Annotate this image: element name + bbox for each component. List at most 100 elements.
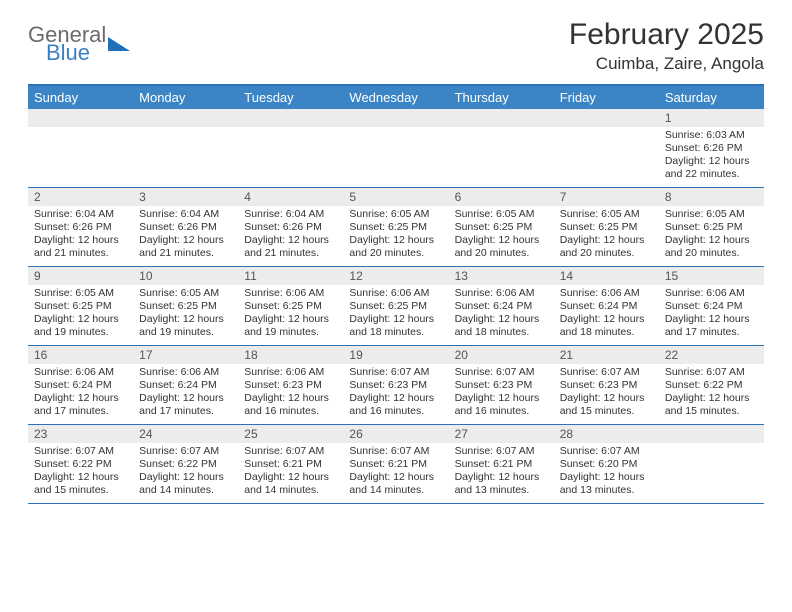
daylight-text: Daylight: 12 hours and 20 minutes. bbox=[349, 234, 442, 260]
day-body: Sunrise: 6:06 AMSunset: 6:25 PMDaylight:… bbox=[343, 285, 448, 344]
sunset-text: Sunset: 6:25 PM bbox=[560, 221, 653, 234]
daylight-text: Daylight: 12 hours and 17 minutes. bbox=[139, 392, 232, 418]
sunset-text: Sunset: 6:24 PM bbox=[665, 300, 758, 313]
day-number bbox=[28, 109, 133, 127]
daylight-text: Daylight: 12 hours and 19 minutes. bbox=[139, 313, 232, 339]
sunrise-text: Sunrise: 6:06 AM bbox=[349, 287, 442, 300]
daylight-text: Daylight: 12 hours and 13 minutes. bbox=[455, 471, 548, 497]
sunset-text: Sunset: 6:21 PM bbox=[349, 458, 442, 471]
sunrise-text: Sunrise: 6:04 AM bbox=[139, 208, 232, 221]
day-body: Sunrise: 6:06 AMSunset: 6:23 PMDaylight:… bbox=[238, 364, 343, 423]
day-body: Sunrise: 6:06 AMSunset: 6:24 PMDaylight:… bbox=[449, 285, 554, 344]
daylight-text: Daylight: 12 hours and 16 minutes. bbox=[455, 392, 548, 418]
sunset-text: Sunset: 6:23 PM bbox=[560, 379, 653, 392]
day-body bbox=[659, 443, 764, 449]
day-cell: 6Sunrise: 6:05 AMSunset: 6:25 PMDaylight… bbox=[449, 188, 554, 266]
day-cell: 13Sunrise: 6:06 AMSunset: 6:24 PMDayligh… bbox=[449, 267, 554, 345]
day-number: 14 bbox=[554, 267, 659, 285]
day-cell: 10Sunrise: 6:05 AMSunset: 6:25 PMDayligh… bbox=[133, 267, 238, 345]
sunrise-text: Sunrise: 6:05 AM bbox=[139, 287, 232, 300]
day-body: Sunrise: 6:05 AMSunset: 6:25 PMDaylight:… bbox=[343, 206, 448, 265]
day-cell: 21Sunrise: 6:07 AMSunset: 6:23 PMDayligh… bbox=[554, 346, 659, 424]
sunset-text: Sunset: 6:25 PM bbox=[455, 221, 548, 234]
day-number: 21 bbox=[554, 346, 659, 364]
day-body bbox=[133, 127, 238, 133]
day-number: 2 bbox=[28, 188, 133, 206]
day-cell: 4Sunrise: 6:04 AMSunset: 6:26 PMDaylight… bbox=[238, 188, 343, 266]
location: Cuimba, Zaire, Angola bbox=[569, 54, 764, 74]
sunrise-text: Sunrise: 6:04 AM bbox=[244, 208, 337, 221]
title-block: February 2025 Cuimba, Zaire, Angola bbox=[569, 18, 764, 74]
sunrise-text: Sunrise: 6:03 AM bbox=[665, 129, 758, 142]
sunset-text: Sunset: 6:22 PM bbox=[34, 458, 127, 471]
sunset-text: Sunset: 6:25 PM bbox=[349, 221, 442, 234]
day-body: Sunrise: 6:07 AMSunset: 6:21 PMDaylight:… bbox=[238, 443, 343, 502]
day-body: Sunrise: 6:05 AMSunset: 6:25 PMDaylight:… bbox=[554, 206, 659, 265]
daylight-text: Daylight: 12 hours and 14 minutes. bbox=[244, 471, 337, 497]
day-body: Sunrise: 6:07 AMSunset: 6:23 PMDaylight:… bbox=[554, 364, 659, 423]
daylight-text: Daylight: 12 hours and 22 minutes. bbox=[665, 155, 758, 181]
week-row: 16Sunrise: 6:06 AMSunset: 6:24 PMDayligh… bbox=[28, 346, 764, 425]
day-body: Sunrise: 6:06 AMSunset: 6:25 PMDaylight:… bbox=[238, 285, 343, 344]
day-cell: 14Sunrise: 6:06 AMSunset: 6:24 PMDayligh… bbox=[554, 267, 659, 345]
sunset-text: Sunset: 6:21 PM bbox=[455, 458, 548, 471]
weekday-fri: Friday bbox=[554, 86, 659, 109]
weekday-tue: Tuesday bbox=[238, 86, 343, 109]
day-cell bbox=[449, 109, 554, 187]
daylight-text: Daylight: 12 hours and 14 minutes. bbox=[139, 471, 232, 497]
sunrise-text: Sunrise: 6:07 AM bbox=[455, 366, 548, 379]
daylight-text: Daylight: 12 hours and 21 minutes. bbox=[34, 234, 127, 260]
sunset-text: Sunset: 6:24 PM bbox=[139, 379, 232, 392]
daylight-text: Daylight: 12 hours and 21 minutes. bbox=[139, 234, 232, 260]
sunset-text: Sunset: 6:23 PM bbox=[244, 379, 337, 392]
sunrise-text: Sunrise: 6:07 AM bbox=[34, 445, 127, 458]
day-body: Sunrise: 6:03 AMSunset: 6:26 PMDaylight:… bbox=[659, 127, 764, 186]
header: General Blue February 2025 Cuimba, Zaire… bbox=[28, 18, 764, 74]
calendar-page: General Blue February 2025 Cuimba, Zaire… bbox=[0, 0, 792, 514]
day-number bbox=[449, 109, 554, 127]
sunrise-text: Sunrise: 6:07 AM bbox=[349, 366, 442, 379]
daylight-text: Daylight: 12 hours and 15 minutes. bbox=[665, 392, 758, 418]
weekday-thu: Thursday bbox=[449, 86, 554, 109]
day-body: Sunrise: 6:05 AMSunset: 6:25 PMDaylight:… bbox=[28, 285, 133, 344]
day-cell bbox=[133, 109, 238, 187]
day-number: 28 bbox=[554, 425, 659, 443]
sunrise-text: Sunrise: 6:05 AM bbox=[349, 208, 442, 221]
day-body bbox=[449, 127, 554, 133]
sunset-text: Sunset: 6:24 PM bbox=[560, 300, 653, 313]
day-cell: 28Sunrise: 6:07 AMSunset: 6:20 PMDayligh… bbox=[554, 425, 659, 503]
day-number: 22 bbox=[659, 346, 764, 364]
day-number: 18 bbox=[238, 346, 343, 364]
day-cell bbox=[659, 425, 764, 503]
day-body: Sunrise: 6:07 AMSunset: 6:21 PMDaylight:… bbox=[449, 443, 554, 502]
sunset-text: Sunset: 6:22 PM bbox=[139, 458, 232, 471]
day-cell: 22Sunrise: 6:07 AMSunset: 6:22 PMDayligh… bbox=[659, 346, 764, 424]
sunset-text: Sunset: 6:26 PM bbox=[34, 221, 127, 234]
week-row: 9Sunrise: 6:05 AMSunset: 6:25 PMDaylight… bbox=[28, 267, 764, 346]
sunset-text: Sunset: 6:26 PM bbox=[244, 221, 337, 234]
day-number: 17 bbox=[133, 346, 238, 364]
day-cell: 19Sunrise: 6:07 AMSunset: 6:23 PMDayligh… bbox=[343, 346, 448, 424]
sunrise-text: Sunrise: 6:07 AM bbox=[244, 445, 337, 458]
day-cell: 15Sunrise: 6:06 AMSunset: 6:24 PMDayligh… bbox=[659, 267, 764, 345]
day-body: Sunrise: 6:07 AMSunset: 6:20 PMDaylight:… bbox=[554, 443, 659, 502]
week-row: 23Sunrise: 6:07 AMSunset: 6:22 PMDayligh… bbox=[28, 425, 764, 504]
day-cell bbox=[28, 109, 133, 187]
day-number bbox=[343, 109, 448, 127]
day-number: 13 bbox=[449, 267, 554, 285]
day-cell: 7Sunrise: 6:05 AMSunset: 6:25 PMDaylight… bbox=[554, 188, 659, 266]
weekday-sun: Sunday bbox=[28, 86, 133, 109]
sunset-text: Sunset: 6:26 PM bbox=[665, 142, 758, 155]
day-number: 10 bbox=[133, 267, 238, 285]
sunset-text: Sunset: 6:21 PM bbox=[244, 458, 337, 471]
week-row: 2Sunrise: 6:04 AMSunset: 6:26 PMDaylight… bbox=[28, 188, 764, 267]
day-number: 23 bbox=[28, 425, 133, 443]
sunrise-text: Sunrise: 6:06 AM bbox=[139, 366, 232, 379]
sunrise-text: Sunrise: 6:05 AM bbox=[34, 287, 127, 300]
day-body: Sunrise: 6:07 AMSunset: 6:23 PMDaylight:… bbox=[449, 364, 554, 423]
day-cell: 12Sunrise: 6:06 AMSunset: 6:25 PMDayligh… bbox=[343, 267, 448, 345]
day-cell: 16Sunrise: 6:06 AMSunset: 6:24 PMDayligh… bbox=[28, 346, 133, 424]
day-body: Sunrise: 6:05 AMSunset: 6:25 PMDaylight:… bbox=[659, 206, 764, 265]
day-body: Sunrise: 6:07 AMSunset: 6:21 PMDaylight:… bbox=[343, 443, 448, 502]
sunrise-text: Sunrise: 6:06 AM bbox=[665, 287, 758, 300]
